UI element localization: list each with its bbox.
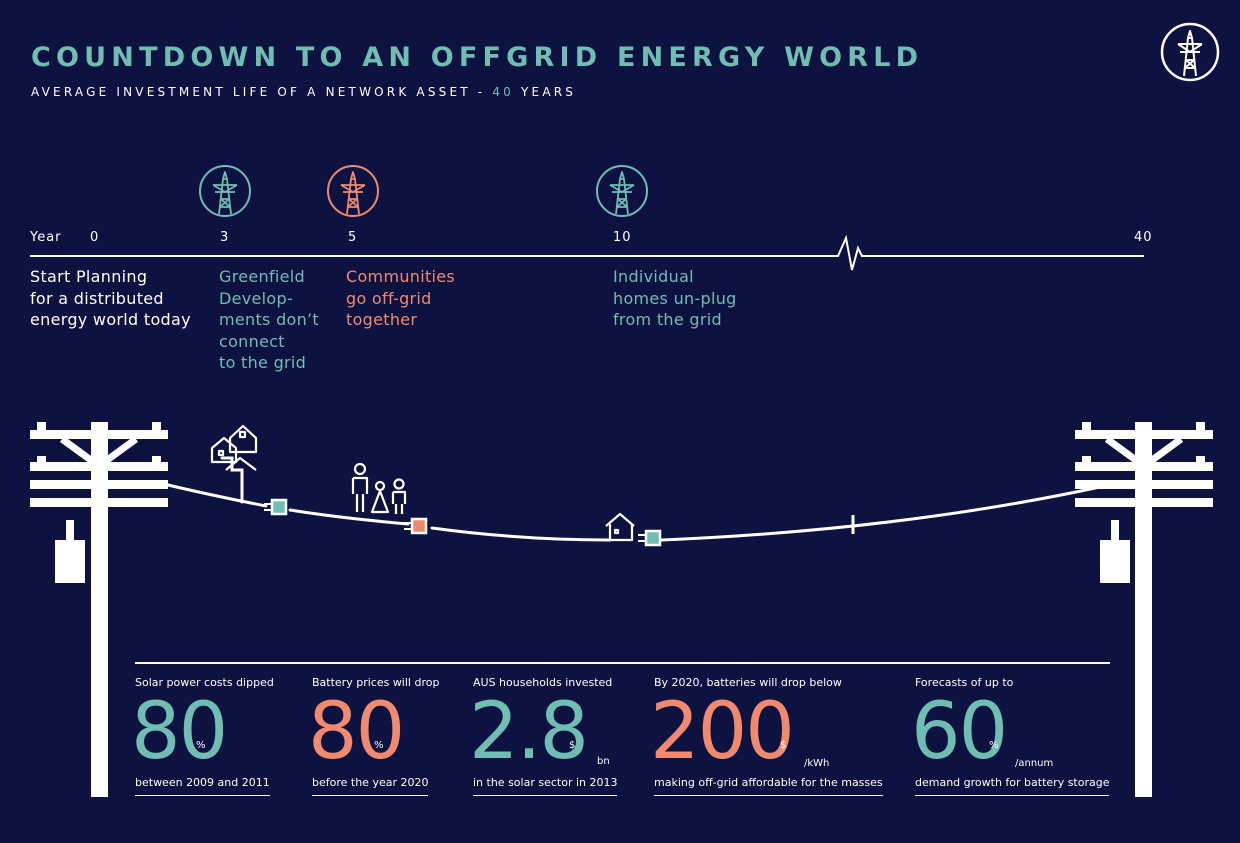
plug-icon [404, 517, 428, 535]
family-icon [351, 462, 407, 514]
year-tick-10: 10 [613, 230, 632, 245]
stat-value: 80 [308, 687, 405, 777]
stat-value-row: 60 [911, 687, 1008, 777]
page-subtitle: AVERAGE INVESTMENT LIFE OF A NETWORK ASS… [31, 85, 576, 99]
plug-icon [638, 529, 662, 547]
stat-battery-kwh: By 2020, batteries will drop below 200 $… [650, 676, 883, 796]
stats-divider [135, 662, 1110, 664]
milestone-line: Start Planning [30, 267, 148, 286]
subtitle-prefix: AVERAGE INVESTMENT LIFE OF A NETWORK ASS… [31, 85, 493, 99]
subtitle-suffix: YEARS [514, 85, 577, 99]
year-tick-0: 0 [90, 230, 100, 245]
timeline-axis [30, 234, 1144, 271]
milestone-line: together [346, 310, 418, 329]
stat-caption: By 2020, batteries will drop below [654, 676, 842, 689]
utility-pole-icon [1075, 422, 1213, 797]
milestone-line: go off-grid [346, 288, 432, 308]
milestone-line: to the grid [219, 353, 307, 372]
stat-caption: Battery prices will drop [312, 676, 440, 689]
year-label: Year [30, 230, 62, 245]
stat-suffix: bn [597, 756, 610, 767]
stat-footnote: making off-grid affordable for the masse… [654, 776, 883, 796]
stat-unit: $ [569, 740, 576, 751]
milestone-line: Develop- [219, 288, 294, 308]
stat-footnote: before the year 2020 [312, 776, 429, 796]
power-tower-icon [596, 165, 648, 217]
year-tick-40: 40 [1134, 230, 1153, 245]
year-tick-5: 5 [348, 230, 358, 245]
stat-caption: Forecasts of up to [915, 676, 1014, 689]
house-icon [605, 512, 635, 542]
plug-icon [264, 498, 288, 516]
power-tower-icon [199, 165, 251, 217]
milestone-line: ments don’t [219, 310, 320, 329]
stat-aus-investment: AUS households invested 2.8 $ bn in the … [469, 676, 618, 796]
milestone-line: from the grid [613, 310, 722, 329]
power-tower-icon [1160, 22, 1220, 82]
year-tick-3: 3 [220, 230, 230, 245]
milestone-line: for a distributed [30, 288, 164, 308]
stat-demand-growth: Forecasts of up to 60 % /annum demand gr… [911, 676, 1110, 796]
milestone-line: energy world today [30, 310, 191, 329]
milestone-year-10: Individual homes un-plug from the grid [613, 266, 737, 331]
stat-value: 60 [911, 687, 1008, 777]
stat-value-row: 2.8 [469, 687, 589, 777]
milestone-line: Greenfield [219, 267, 305, 286]
stat-value: 2.8 [469, 687, 589, 777]
stat-caption: AUS households invested [473, 676, 613, 689]
stat-footnote: in the solar sector in 2013 [473, 776, 618, 796]
milestone-line: Individual [613, 267, 694, 286]
milestone-line: connect [219, 331, 285, 351]
milestone-line: Communities [346, 267, 456, 286]
milestone-year-3: Greenfield Develop- ments don’t connect … [219, 266, 319, 374]
milestone-line: homes un-plug [613, 288, 737, 308]
stat-value-row: 80 [308, 687, 405, 777]
stat-solar-costs: Solar power costs dipped 80 % between 20… [131, 676, 274, 796]
stat-suffix: /kWh [804, 758, 830, 769]
stat-caption: Solar power costs dipped [135, 676, 274, 689]
stat-battery-prices: Battery prices will drop 80 % before the… [308, 676, 440, 796]
stat-value-row: 80 [131, 687, 228, 777]
stat-unit: % [196, 740, 206, 751]
milestone-year-0: Start Planning for a distributed energy … [30, 266, 191, 331]
stat-value-row: 200 [650, 687, 795, 777]
page-title: COUNTDOWN TO AN OFFGRID ENERGY WORLD [31, 42, 924, 73]
subtitle-number: 40 [492, 85, 515, 99]
stat-footnote: between 2009 and 2011 [135, 776, 270, 796]
houses-icon [210, 424, 258, 471]
power-tower-icon [327, 165, 379, 217]
stat-unit: $ [780, 740, 787, 751]
stat-value: 200 [650, 687, 795, 777]
stat-suffix: /annum [1015, 758, 1054, 769]
milestone-year-5: Communities go off-grid together [346, 266, 455, 331]
stat-unit: % [374, 740, 384, 751]
stat-value: 80 [131, 687, 228, 777]
stat-unit: % [989, 740, 999, 751]
stat-footnote: demand growth for battery storage [915, 776, 1110, 796]
